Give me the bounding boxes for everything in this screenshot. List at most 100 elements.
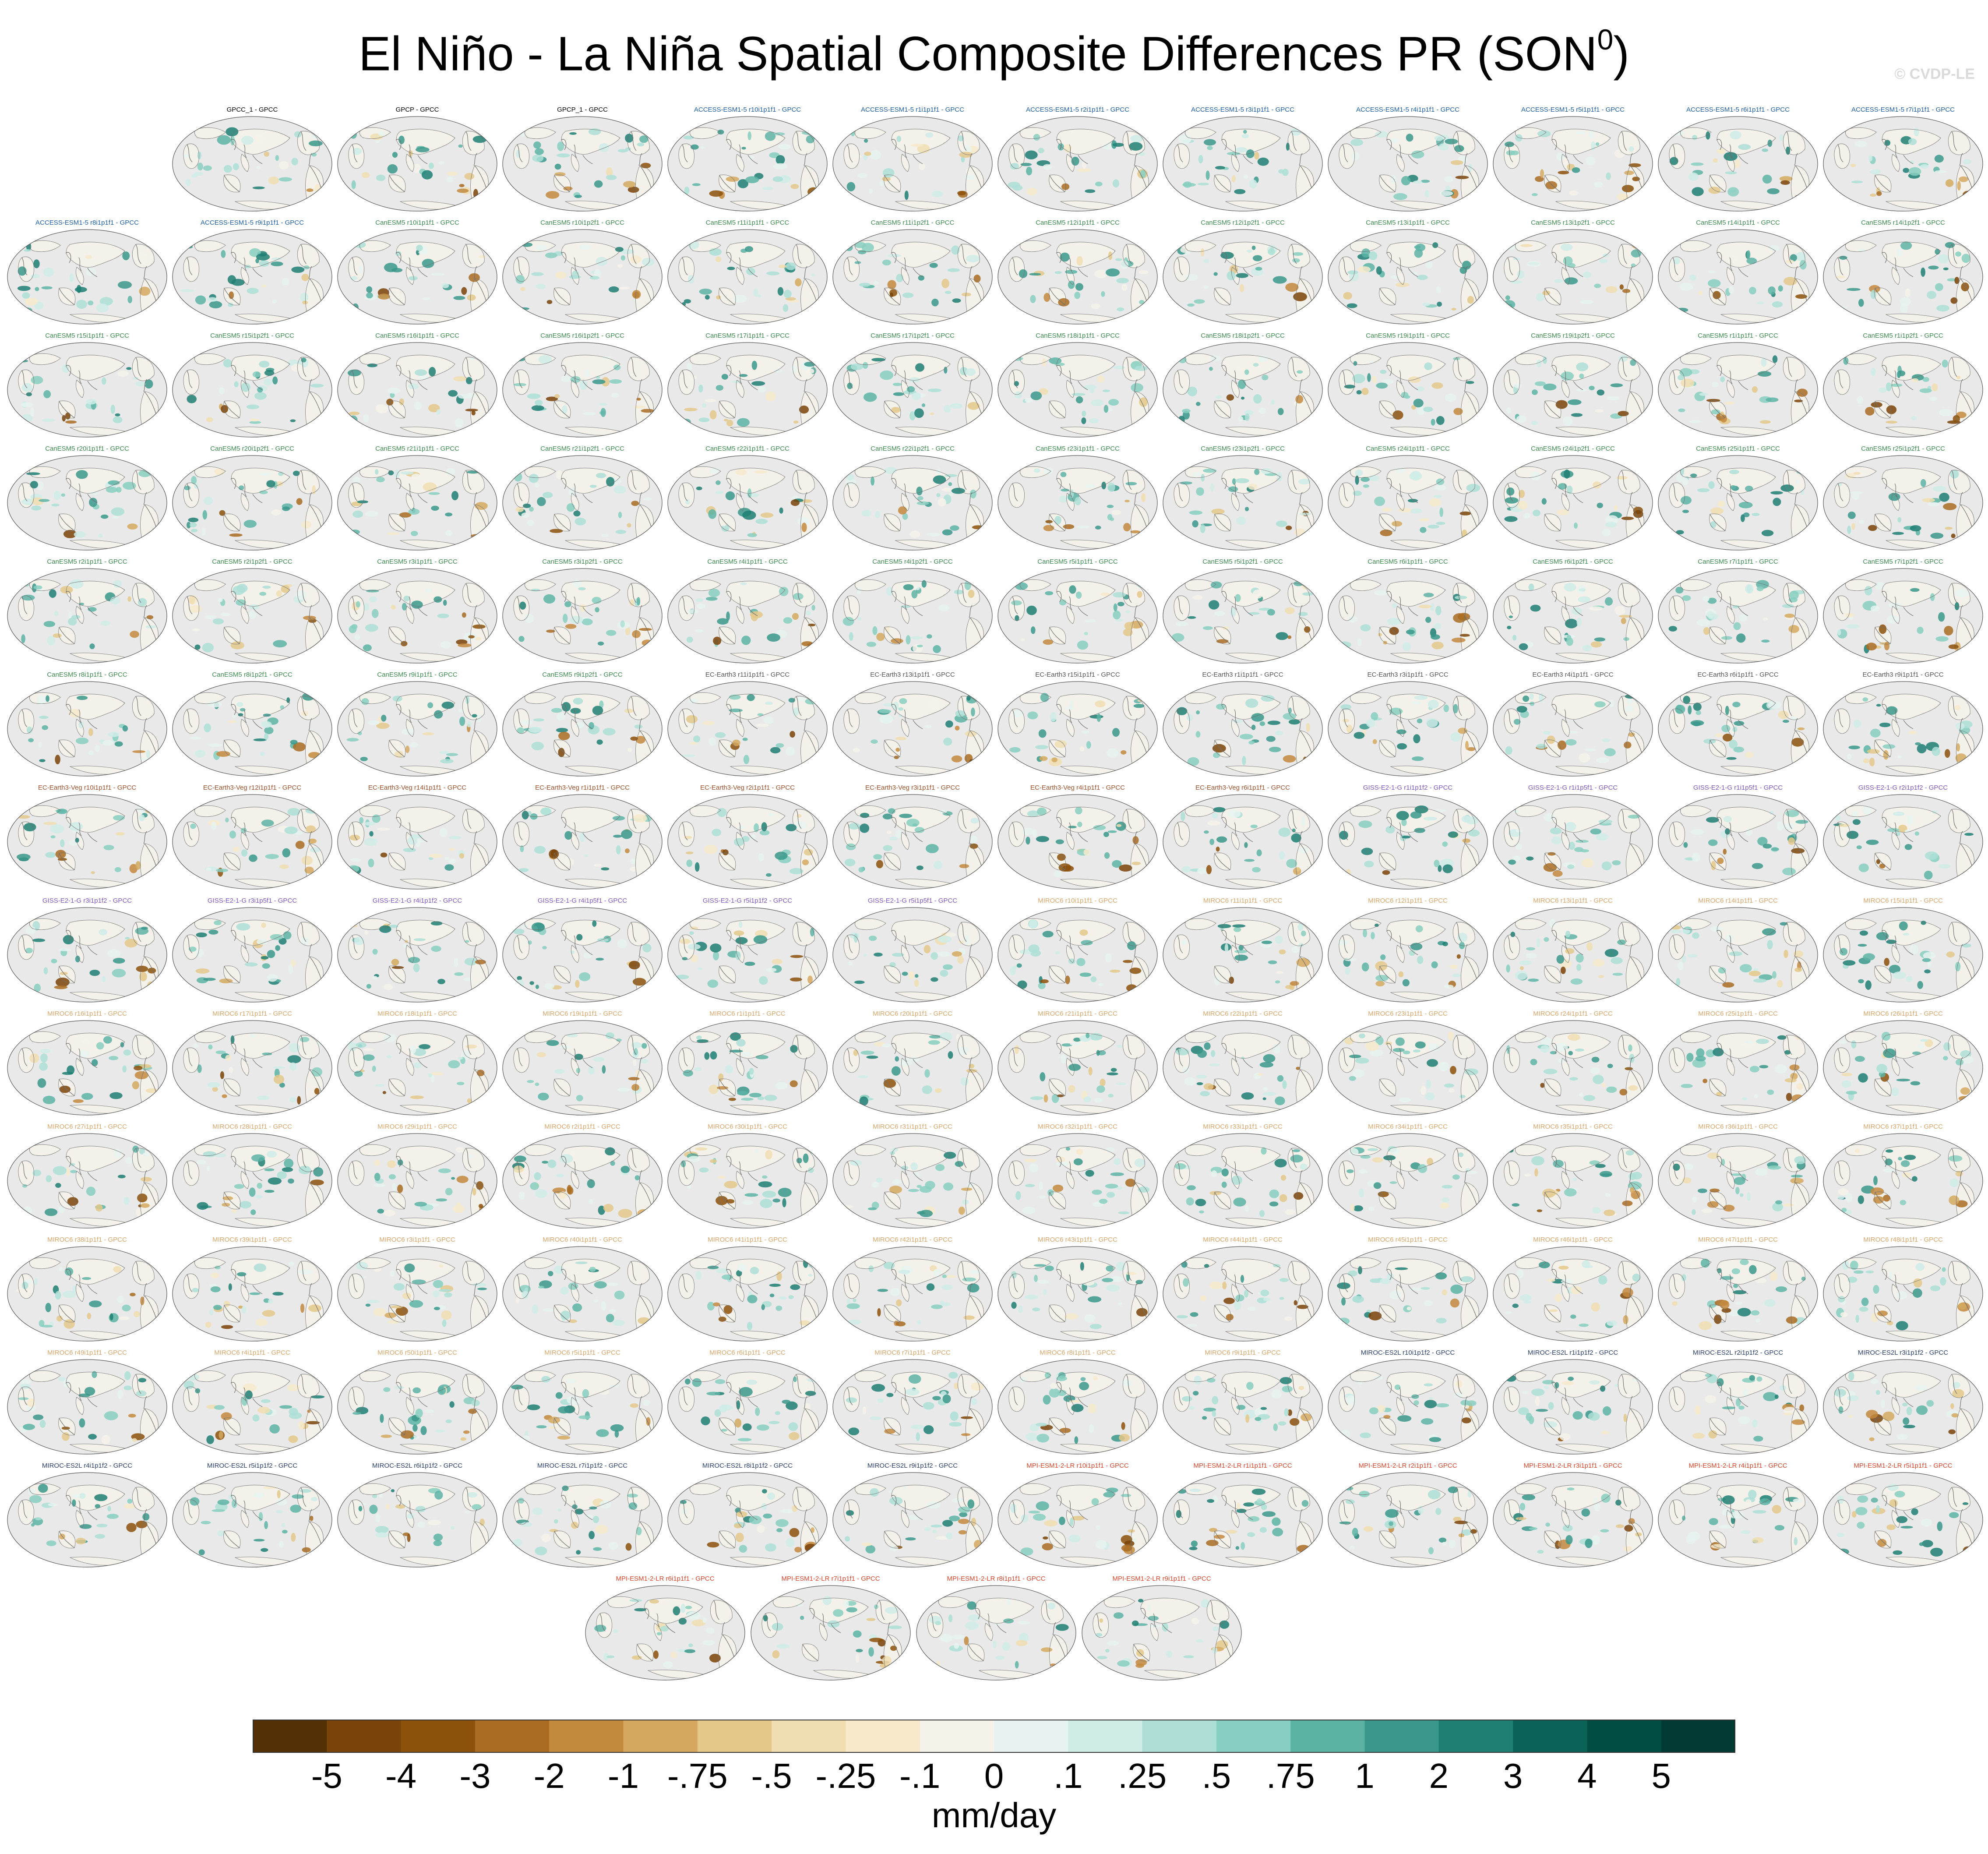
land-region (895, 992, 957, 1000)
anomaly-patch (1933, 486, 1946, 492)
anomaly-patch (1291, 946, 1300, 953)
anomaly-patch (1292, 828, 1296, 833)
coastline (627, 470, 650, 494)
land-region (690, 127, 721, 139)
coastline (1845, 240, 1877, 252)
anomaly-patch (697, 967, 702, 971)
anomaly-patch (1426, 718, 1438, 727)
anomaly-patch (1853, 720, 1861, 728)
coastline (406, 832, 414, 850)
land-region (1727, 606, 1735, 624)
panel-title: GISS-E2-1-G r5i1p5f1 - GPCC (867, 897, 958, 904)
anomaly-patch (1189, 510, 1203, 515)
anomaly-patch (1421, 180, 1430, 183)
land-region (1387, 581, 1445, 607)
anomaly-patch (747, 533, 757, 537)
coastline (1049, 965, 1066, 984)
anomaly-patch (1889, 603, 1903, 608)
world-map (337, 229, 497, 325)
coastline (726, 591, 758, 616)
world-map (1658, 342, 1818, 438)
land-region (719, 627, 736, 644)
land-region (70, 879, 131, 887)
anomaly-patch (951, 487, 965, 494)
coastline (1350, 692, 1382, 704)
land-region (1834, 709, 1850, 734)
anomaly-patch (534, 846, 546, 854)
anomaly-patch (1027, 810, 1039, 817)
coastline (1019, 240, 1051, 252)
coastline (1339, 482, 1355, 508)
coastline (843, 143, 860, 169)
anomaly-patch (1534, 381, 1546, 386)
coastline (1672, 144, 1678, 162)
panel-title: EC-Earth3 r6i1p1f1 - GPCC (1697, 671, 1779, 678)
coastline (726, 807, 786, 833)
land-region (730, 992, 792, 1000)
world-map (1163, 342, 1323, 438)
anomaly-patch (1396, 811, 1409, 820)
coastline (1669, 369, 1685, 395)
panel-title: CanESM5 r14i1p2f1 - GPCC (1861, 219, 1945, 226)
anomaly-patch (1060, 472, 1067, 477)
coastline (689, 805, 721, 817)
anomaly-patch (366, 292, 373, 299)
anomaly-patch (24, 249, 31, 252)
anomaly-patch (562, 405, 567, 414)
coastline (1680, 127, 1712, 139)
land-region (235, 653, 296, 661)
anomaly-patch (860, 812, 870, 818)
anomaly-patch (565, 624, 577, 629)
coastline (1892, 154, 1900, 172)
coastline (1709, 626, 1727, 645)
coastline (462, 583, 485, 607)
anomaly-patch (1226, 394, 1234, 401)
anomaly-patch (464, 173, 475, 180)
coastline (389, 514, 405, 531)
coastline (1174, 143, 1190, 169)
anomaly-patch (527, 520, 534, 526)
anomaly-patch (472, 714, 477, 718)
anomaly-patch (1414, 245, 1421, 249)
anomaly-patch (1434, 623, 1441, 630)
anomaly-patch (75, 837, 79, 843)
anomaly-patch (273, 640, 287, 648)
panel-title: CanESM5 r1i1p2f1 - GPCC (1863, 332, 1943, 339)
anomaly-patch (1091, 304, 1100, 309)
anomaly-patch (65, 420, 77, 424)
anomaly-patch (1195, 731, 1201, 738)
anomaly-patch (221, 250, 226, 258)
coastline (553, 287, 571, 306)
anomaly-patch (625, 134, 634, 143)
land-region (1396, 832, 1405, 850)
anomaly-patch (261, 956, 269, 960)
anomaly-patch (1081, 417, 1086, 424)
coastline (884, 287, 901, 306)
map-panel: CanESM5 r17i1p2f1 - GPCC (830, 332, 995, 440)
coastline (396, 242, 455, 268)
anomaly-patch (1772, 355, 1778, 363)
land-region (895, 766, 957, 774)
map-border (1328, 681, 1488, 777)
map-background (338, 908, 497, 1002)
land-region (396, 581, 455, 607)
land-region (76, 832, 84, 850)
coastline (517, 370, 523, 388)
land-region (1680, 579, 1711, 591)
coastline (395, 591, 428, 616)
panel-title: EC-Earth3 r11i1p1f1 - GPCC (705, 671, 790, 678)
land-region (58, 401, 75, 418)
anomaly-patch (403, 848, 416, 852)
anomaly-patch (1586, 942, 1593, 951)
coastline (513, 821, 529, 847)
coastline (726, 355, 786, 381)
coastline (144, 617, 156, 640)
coastline (1960, 165, 1972, 188)
coastline (144, 278, 156, 301)
map-panel: GISS-E2-1-G r5i1p5f1 - GPCC (830, 897, 995, 1005)
coastline (359, 805, 391, 817)
anomaly-patch (387, 164, 398, 174)
anomaly-patch (1678, 408, 1685, 412)
land-region (1561, 945, 1570, 963)
anomaly-patch (1182, 866, 1191, 873)
